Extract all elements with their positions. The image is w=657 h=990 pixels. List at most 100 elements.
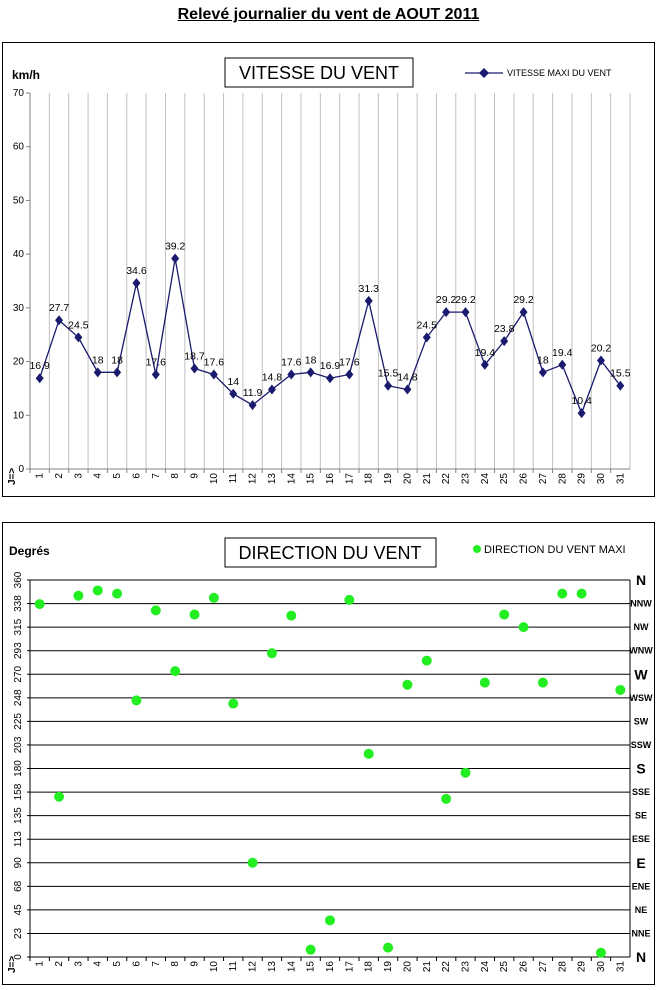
x-tick-label: 22 <box>441 473 452 485</box>
x-tick-label: 7 <box>151 473 162 479</box>
data-label: 18.7 <box>184 351 205 363</box>
x-tick-label: 24 <box>480 961 491 973</box>
data-point <box>345 369 354 380</box>
y-tick-label: 248 <box>13 689 24 706</box>
data-point <box>247 857 258 868</box>
y-tick-label: 0 <box>13 954 24 960</box>
x-tick-label: 29 <box>577 961 588 973</box>
y-tick-label: 225 <box>13 713 24 730</box>
y-tick-label: 68 <box>13 880 24 892</box>
data-point <box>616 380 625 391</box>
data-label: 10.4 <box>571 395 592 407</box>
x-tick-label: 30 <box>596 473 607 485</box>
data-point <box>113 367 122 378</box>
data-point <box>363 748 374 759</box>
x-tick-label: 25 <box>499 961 510 973</box>
x-tick-label: 16 <box>325 961 336 973</box>
x-tick-label: 4 <box>93 473 104 479</box>
data-label: 39.2 <box>165 240 186 252</box>
data-point <box>480 359 489 370</box>
x-tick-label: 1 <box>35 961 46 967</box>
x-tick-label: 11 <box>228 961 239 972</box>
x-tick-label: 18 <box>364 473 375 485</box>
data-label: 23.8 <box>494 323 515 335</box>
x-tick-label: 20 <box>402 961 413 973</box>
x-tick-label: 27 <box>538 961 549 973</box>
data-point <box>190 363 199 374</box>
x-tick-label: 26 <box>519 961 530 973</box>
data-point <box>442 307 451 318</box>
data-point <box>403 384 412 395</box>
x-tick-label: 3 <box>73 473 84 479</box>
compass-label: WSW <box>630 693 653 703</box>
y-axis-label: km/h <box>12 68 40 82</box>
x-tick-label: 15 <box>306 473 317 485</box>
y-tick-label: 60 <box>13 142 25 153</box>
x-axis-prefix: J=> <box>7 956 18 973</box>
x-tick-label: 14 <box>286 961 297 973</box>
x-tick-label: 31 <box>615 961 626 973</box>
y-tick-label: 40 <box>13 249 25 260</box>
y-tick-label: 45 <box>13 904 24 916</box>
data-point <box>518 622 529 633</box>
data-point <box>267 384 276 395</box>
y-tick-label: 50 <box>13 195 25 206</box>
y-tick-label: 10 <box>13 410 25 421</box>
x-tick-label: 8 <box>170 961 181 967</box>
data-label: 27.7 <box>49 302 70 314</box>
data-label: 17.6 <box>339 356 360 368</box>
data-point <box>93 367 102 378</box>
compass-label: SSE <box>632 787 650 797</box>
x-tick-label: 17 <box>344 961 355 973</box>
compass-label: SSW <box>631 740 652 750</box>
direction-chart: 0234568901131351581802032252482702933153… <box>7 537 653 973</box>
x-tick-label: 12 <box>248 473 259 485</box>
x-tick-label: 22 <box>441 961 452 973</box>
data-point <box>384 380 393 391</box>
y-tick-label: 158 <box>13 783 24 800</box>
y-tick-label: 180 <box>13 760 24 777</box>
x-tick-label: 21 <box>422 473 433 485</box>
compass-label: NNW <box>630 599 652 609</box>
compass-label: NNE <box>631 928 650 938</box>
y-axis-label: Degrés <box>9 544 50 558</box>
x-tick-label: 19 <box>383 961 394 973</box>
data-point <box>54 791 65 802</box>
x-tick-label: 5 <box>112 961 123 967</box>
x-tick-label: 17 <box>344 473 355 485</box>
data-point <box>74 332 83 343</box>
x-tick-label: 6 <box>131 961 142 967</box>
x-tick-label: 18 <box>364 961 375 973</box>
data-point <box>305 944 316 955</box>
x-tick-label: 20 <box>402 473 413 485</box>
data-point <box>170 666 181 677</box>
data-label: 16.9 <box>29 360 50 372</box>
data-point <box>557 588 568 599</box>
x-tick-label: 31 <box>615 473 626 485</box>
data-point <box>209 369 218 380</box>
data-point <box>171 253 180 264</box>
data-point <box>55 315 64 326</box>
x-tick-label: 1 <box>35 473 46 479</box>
speed-chart-panel: 0 10 20 30 40 50 60 70 1 2 3 4 5 6 7 8 9 10 11 12 13 14 15 16 17… <box>2 42 655 497</box>
x-tick-label: 30 <box>596 961 607 973</box>
data-label: 14.8 <box>262 372 283 384</box>
data-point <box>479 677 490 688</box>
x-tick-label: 13 <box>267 961 278 973</box>
data-point <box>615 684 626 695</box>
x-tick-label: 2 <box>54 961 65 967</box>
x-tick-label: 10 <box>209 961 220 973</box>
data-point <box>228 698 239 709</box>
data-point <box>326 373 334 384</box>
y-tick-label: 20 <box>13 357 25 368</box>
data-point <box>595 947 606 958</box>
compass-label: ENE <box>632 881 651 891</box>
x-tick-label: 7 <box>151 961 162 967</box>
legend-label: VITESSE MAXI DU VENT <box>507 68 612 78</box>
data-point <box>34 599 45 610</box>
legend-marker-swatch <box>479 68 489 78</box>
compass-label: SW <box>634 716 649 726</box>
x-tick-label: 12 <box>248 961 259 973</box>
x-tick-label: 6 <box>131 473 142 479</box>
